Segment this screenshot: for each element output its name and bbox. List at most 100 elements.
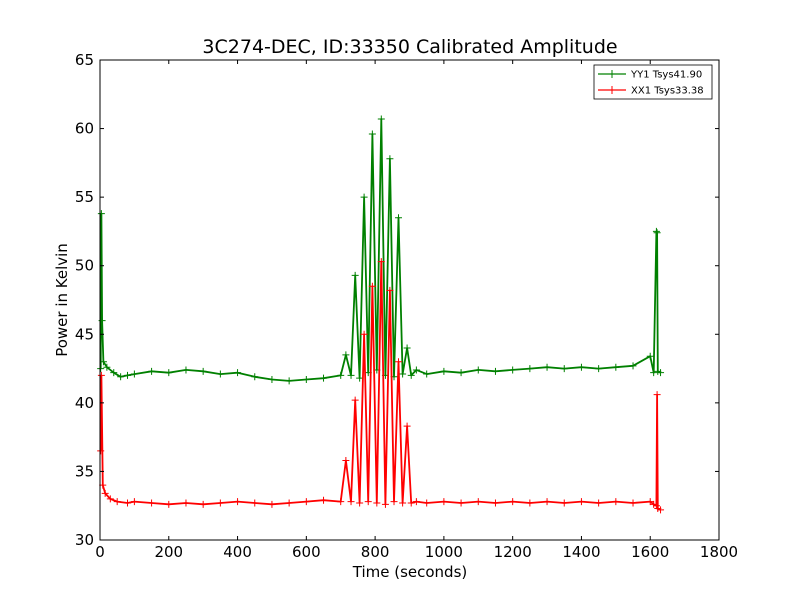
data-point <box>390 498 398 506</box>
data-point <box>342 456 350 464</box>
x-tick-label: 1200 <box>494 543 532 561</box>
data-point <box>595 499 603 507</box>
data-point <box>268 500 276 508</box>
data-point <box>351 271 359 279</box>
x-tick-label: 1800 <box>700 543 738 561</box>
data-point <box>285 499 293 507</box>
data-point <box>199 367 207 375</box>
x-tick-label: 200 <box>154 543 183 561</box>
data-point <box>407 371 415 379</box>
data-point <box>407 499 415 507</box>
data-point <box>612 498 620 506</box>
data-point <box>130 370 138 378</box>
data-point <box>386 155 394 163</box>
data-point <box>347 498 355 506</box>
data-point <box>423 370 431 378</box>
legend-swatch-marker <box>608 70 616 78</box>
legend-box <box>593 64 713 100</box>
data-point <box>509 366 517 374</box>
data-point <box>394 358 402 366</box>
data-point <box>652 227 660 235</box>
x-tick-label: 600 <box>292 543 321 561</box>
data-point <box>110 369 118 377</box>
data-point <box>399 370 407 378</box>
data-point <box>377 258 385 266</box>
data-point <box>97 210 105 218</box>
data-point <box>386 286 394 294</box>
data-point <box>117 373 125 381</box>
x-tick-label: 1600 <box>631 543 669 561</box>
data-point <box>474 366 482 374</box>
data-point <box>403 422 411 430</box>
data-point <box>113 498 121 506</box>
data-point <box>356 499 364 507</box>
data-point <box>381 500 389 508</box>
data-point <box>347 371 355 379</box>
data-point <box>97 447 105 455</box>
plot-area <box>97 59 720 541</box>
data-point <box>148 367 156 375</box>
data-point <box>646 352 654 360</box>
data-point <box>101 489 109 497</box>
y-tick-label: 35 <box>75 462 94 480</box>
data-point <box>491 367 499 375</box>
data-point <box>268 376 276 384</box>
data-point <box>653 391 661 399</box>
legend-label: YY1 Tsys41.90 <box>630 70 702 81</box>
data-point <box>103 363 111 371</box>
data-point <box>423 499 431 507</box>
data-point <box>595 365 603 373</box>
data-point <box>474 498 482 506</box>
data-point <box>399 499 407 507</box>
x-tick-label: 400 <box>223 543 252 561</box>
data-point <box>457 499 465 507</box>
y-tick-label: 40 <box>75 394 94 412</box>
series-layer <box>97 115 665 514</box>
data-point <box>377 115 385 123</box>
data-point <box>234 369 242 377</box>
plot-frame <box>99 59 720 541</box>
data-point <box>526 365 534 373</box>
data-point <box>653 229 661 237</box>
data-point <box>251 373 259 381</box>
data-point <box>216 499 224 507</box>
data-point <box>124 499 132 507</box>
data-point <box>342 351 350 359</box>
data-point <box>373 499 381 507</box>
data-point <box>165 369 173 377</box>
data-point <box>440 498 448 506</box>
data-point <box>412 498 420 506</box>
data-point <box>577 363 585 371</box>
data-point <box>577 498 585 506</box>
data-point <box>302 498 310 506</box>
data-point <box>130 498 138 506</box>
data-point <box>364 498 372 506</box>
data-point <box>182 366 190 374</box>
data-point <box>234 498 242 506</box>
x-tick-label: 0 <box>95 543 105 561</box>
data-point <box>657 506 665 514</box>
data-point <box>351 396 359 404</box>
data-point <box>216 370 224 378</box>
data-point <box>368 282 376 290</box>
x-tick-label: 800 <box>361 543 390 561</box>
y-axis-label: Power in Kelvin <box>53 243 71 357</box>
data-point <box>285 377 293 385</box>
y-tick-label: 45 <box>75 325 94 343</box>
x-axis-label: Time (seconds) <box>352 563 468 581</box>
legend-label: XX1 Tsys33.38 <box>631 86 704 97</box>
y-tick-label: 50 <box>75 257 94 275</box>
y-tick-label: 65 <box>75 51 94 69</box>
y-axis: 30 35 40 45 50 55 60 65 <box>75 51 719 549</box>
data-point <box>440 367 448 375</box>
data-point <box>320 496 328 504</box>
data-point <box>97 365 105 373</box>
data-point <box>199 500 207 508</box>
data-point <box>97 371 105 379</box>
data-point <box>560 365 568 373</box>
data-point <box>526 499 534 507</box>
y-tick-label: 60 <box>75 120 94 138</box>
data-point <box>124 371 132 379</box>
data-point <box>302 376 310 384</box>
data-point <box>394 214 402 222</box>
